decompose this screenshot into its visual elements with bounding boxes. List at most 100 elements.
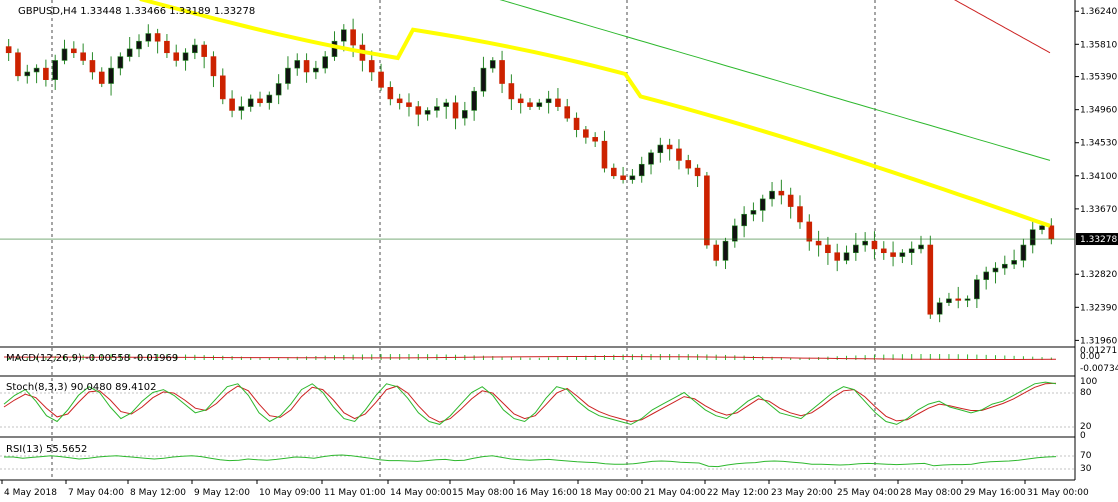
candle-body: [564, 106, 571, 119]
candle-body: [434, 106, 440, 111]
candle-body: [806, 221, 813, 242]
time-tick-label: 14 May 00:00: [390, 488, 452, 498]
candle-body: [192, 44, 198, 54]
candle-body: [825, 244, 831, 254]
price-tick-label: 1.34100: [1080, 172, 1117, 182]
rsi-line: [4, 454, 1057, 468]
candle-body: [759, 198, 766, 211]
candle-body: [257, 98, 263, 104]
candle-body: [908, 248, 915, 254]
candle-body: [685, 160, 692, 169]
candle-body: [489, 60, 496, 69]
candle-body: [741, 213, 747, 227]
candle-body: [676, 148, 682, 161]
price-tick-label: 1.35390: [1080, 73, 1117, 83]
candle-body: [341, 29, 347, 42]
rsi-tick-label: 70: [1080, 451, 1092, 461]
candle-body: [238, 106, 245, 111]
stoch-title: Stoch(8,3,3) 90.0480 89.4102: [6, 382, 157, 393]
candle-body: [294, 60, 301, 69]
rsi-tick-label: 30: [1080, 464, 1092, 474]
candle-body: [992, 267, 999, 273]
candle-body: [322, 56, 328, 69]
candle-body: [210, 56, 217, 77]
candle-body: [899, 252, 906, 257]
ma-fast-line: [139, 0, 1051, 228]
macd-tick-label: 0.00: [1080, 352, 1100, 362]
candle-body: [229, 98, 235, 111]
time-tick-label: 18 May 00:00: [580, 488, 642, 498]
candle-body: [471, 90, 477, 111]
candle-body: [247, 98, 254, 107]
current-price-label: 1.33278: [1080, 235, 1117, 245]
stoch-main-line: [3, 381, 1057, 425]
candle-body: [219, 75, 226, 100]
candle-body: [722, 240, 729, 261]
candle-body: [33, 67, 40, 73]
candle-body: [275, 83, 282, 96]
macd-signal-line: [3, 356, 1057, 360]
price-tick-label: 1.33670: [1080, 205, 1117, 215]
candle-body: [527, 102, 533, 107]
candle-body: [946, 298, 952, 304]
candle-body: [573, 117, 580, 130]
time-axis-ticks: 4 May 2018 7 May 04:00 8 May 12:00 9 May 12…: [1, 480, 1089, 498]
candle-body: [378, 71, 384, 88]
candle-body: [787, 194, 794, 207]
candle-body: [610, 167, 617, 177]
candle-body: [769, 190, 775, 200]
candle-body: [732, 225, 738, 242]
price-tick-label: 1.34960: [1080, 106, 1117, 116]
candle-body: [154, 33, 161, 42]
time-tick-label: 25 May 04:00: [837, 488, 899, 498]
candle-body: [508, 83, 515, 100]
candle-body: [350, 29, 356, 46]
candle-body: [955, 298, 962, 301]
macd-tick-label: 0.01271: [1080, 346, 1117, 356]
macd-tick-label: -0.007345: [1080, 364, 1118, 374]
candle-body: [517, 98, 524, 104]
price-tick-label: 1.32820: [1080, 270, 1117, 280]
candle-body: [71, 48, 77, 54]
candle-body: [303, 60, 310, 73]
price-tick-label: 1.35810: [1080, 40, 1117, 50]
candle-body: [89, 60, 96, 73]
current-price-tag: [1076, 233, 1118, 246]
candle-body: [331, 40, 338, 57]
candle-body: [555, 98, 561, 107]
candle-body: [108, 67, 114, 84]
candle-body: [638, 163, 645, 177]
time-tick-label: 23 May 20:00: [771, 488, 833, 498]
ma-slow-line: [954, 0, 1051, 54]
candle-body: [164, 40, 170, 54]
candle-body: [368, 60, 375, 73]
symbol-header: GBPUSD,H4 1.33448 1.33466 1.33189 1.3327…: [18, 6, 255, 17]
candle-body: [704, 175, 710, 246]
candle-body: [834, 252, 841, 261]
candle-body: [43, 67, 49, 80]
candle-body: [1001, 263, 1008, 269]
candle-body: [694, 167, 701, 177]
candle-body: [648, 152, 654, 165]
candle-body: [601, 140, 608, 169]
ma-mid-line: [499, 0, 1051, 161]
price-tick-label: 1.32390: [1080, 303, 1117, 313]
candle-body: [853, 244, 859, 254]
candle-body: [424, 110, 431, 115]
candle-body: [1048, 225, 1055, 240]
candle-body: [778, 190, 785, 196]
candle-body: [750, 210, 757, 215]
candle-body: [666, 144, 673, 150]
candle-body: [1029, 229, 1036, 246]
time-tick-label: 4 May 2018: [4, 488, 57, 498]
candle-body: [136, 40, 142, 50]
candle-body: [815, 240, 822, 246]
candle-body: [396, 98, 403, 104]
time-tick-label: 29 May 16:00: [964, 488, 1026, 498]
candle-body: [406, 102, 412, 107]
stoch-tick-label: 80: [1080, 388, 1092, 398]
time-tick-label: 31 May 00:00: [1027, 488, 1089, 498]
